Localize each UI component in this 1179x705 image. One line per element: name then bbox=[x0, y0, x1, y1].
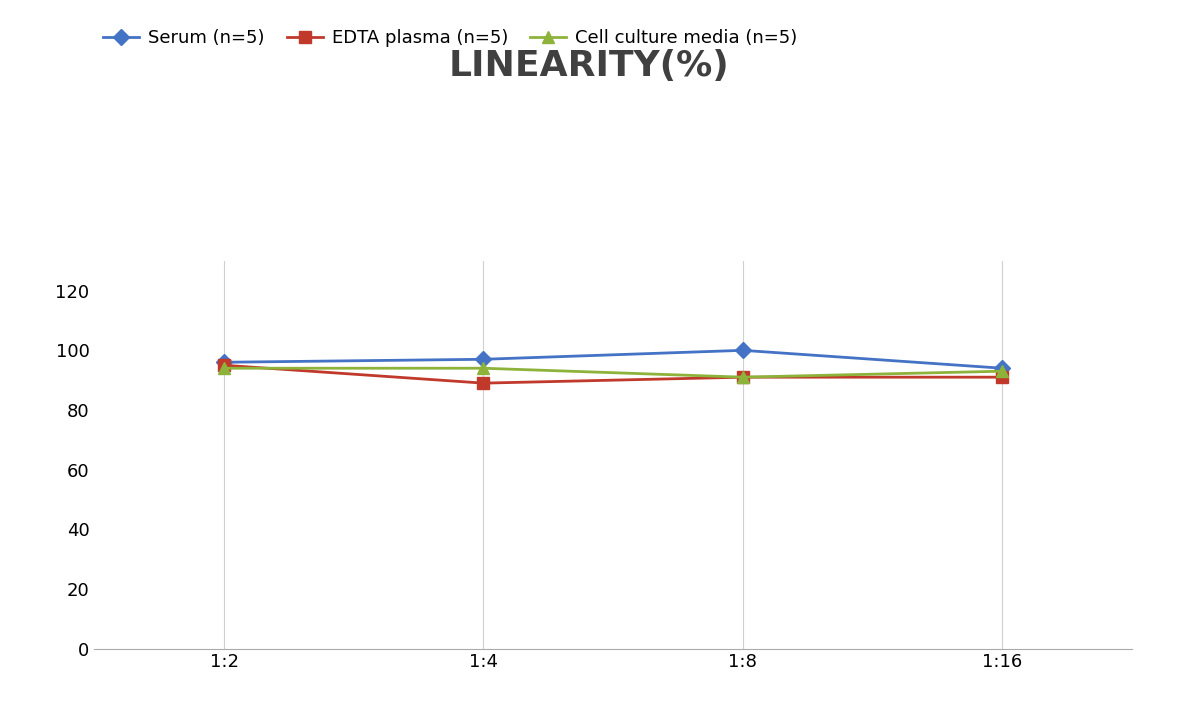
EDTA plasma (n=5) bbox=[476, 379, 490, 387]
Line: Cell culture media (n=5): Cell culture media (n=5) bbox=[218, 362, 1008, 383]
EDTA plasma (n=5) bbox=[736, 373, 750, 381]
Cell culture media (n=5) bbox=[476, 364, 490, 372]
Serum (n=5) bbox=[217, 358, 231, 367]
EDTA plasma (n=5) bbox=[217, 361, 231, 369]
Line: Serum (n=5): Serum (n=5) bbox=[218, 345, 1008, 374]
Serum (n=5) bbox=[476, 355, 490, 364]
Cell culture media (n=5) bbox=[995, 367, 1009, 376]
Serum (n=5) bbox=[995, 364, 1009, 372]
Cell culture media (n=5) bbox=[736, 373, 750, 381]
Line: EDTA plasma (n=5): EDTA plasma (n=5) bbox=[218, 360, 1008, 388]
Cell culture media (n=5) bbox=[217, 364, 231, 372]
EDTA plasma (n=5) bbox=[995, 373, 1009, 381]
Legend: Serum (n=5), EDTA plasma (n=5), Cell culture media (n=5): Serum (n=5), EDTA plasma (n=5), Cell cul… bbox=[104, 30, 797, 47]
Serum (n=5) bbox=[736, 346, 750, 355]
Text: LINEARITY(%): LINEARITY(%) bbox=[449, 49, 730, 83]
